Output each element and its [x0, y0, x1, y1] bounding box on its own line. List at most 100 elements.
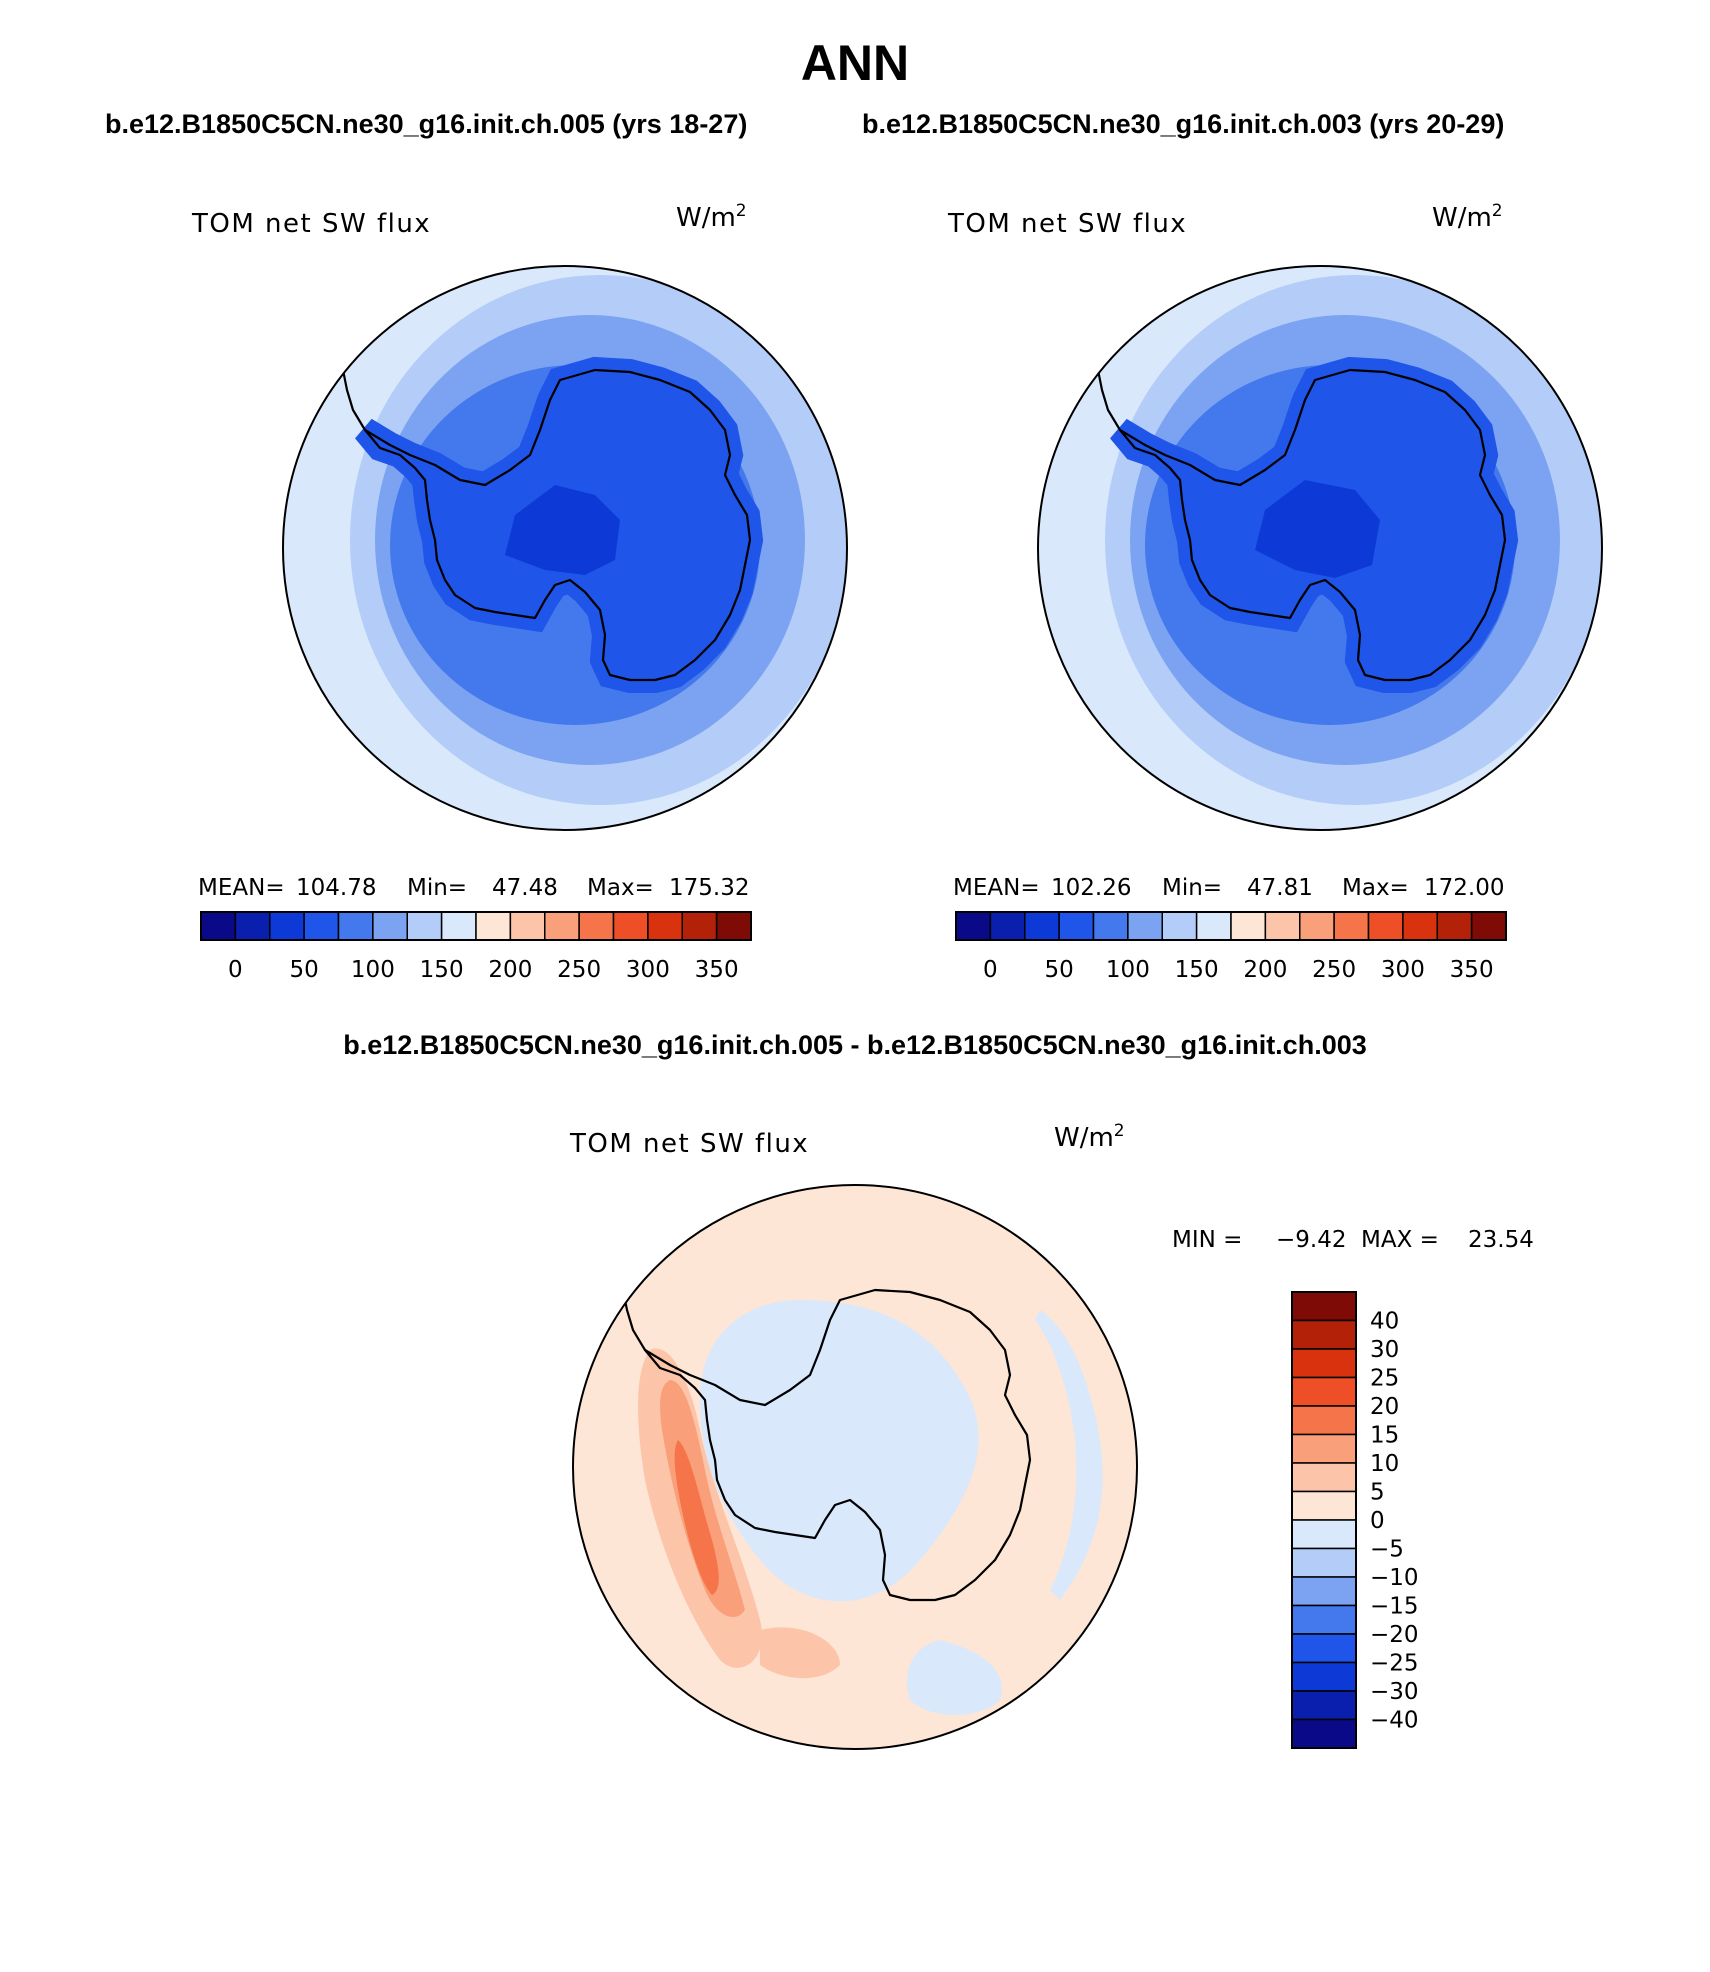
max-value: 175.32	[669, 875, 749, 901]
variable-label-3: TOM net SW flux	[569, 1129, 809, 1159]
colorbar-tick-label: 350	[695, 957, 739, 983]
min-label: Min=	[407, 875, 467, 901]
colorbar-tick-label: 200	[1243, 957, 1287, 983]
band-5-10	[760, 1627, 840, 1679]
field-contours-1	[283, 266, 847, 830]
panel-title-left: b.e12.B1850C5CN.ne30_g16.init.ch.005 (yr…	[105, 109, 747, 139]
colorbar-tick-label: 10	[1370, 1451, 1399, 1477]
mean-value: 102.26	[1051, 875, 1131, 901]
map-panel-difference: TOM net SW flux W/m2 MIN = −9.42 MAX = 2…	[569, 1121, 1534, 1750]
map-border	[1037, 265, 1603, 831]
mean-value: 104.78	[296, 875, 376, 901]
colorbar-box	[1291, 1576, 1357, 1607]
colorbar-box	[1291, 1690, 1357, 1721]
band-25-50	[1255, 480, 1380, 578]
colorbar-box	[715, 911, 752, 941]
colorbar-tick-label: 0	[1370, 1508, 1385, 1534]
colorbar-tick-label: 20	[1370, 1394, 1399, 1420]
colorbar-box	[1024, 911, 1060, 941]
colorbar-tick-label: −30	[1370, 1679, 1419, 1705]
units-label-1: W/m2	[676, 201, 747, 233]
colorbar-tick-label: 0	[983, 957, 998, 983]
colorbar-tick-label: 50	[1044, 957, 1073, 983]
colorbar-box	[1195, 911, 1232, 941]
colorbar-box	[1264, 911, 1301, 941]
field-contours-2	[1038, 266, 1602, 830]
colorbar-box	[612, 911, 649, 941]
colorbar-frame	[955, 911, 1507, 941]
colorbar-box	[1291, 1348, 1357, 1379]
colorbar-box	[509, 911, 546, 941]
colorbar-box	[1291, 1462, 1357, 1493]
max-value: 172.00	[1424, 875, 1504, 901]
map-panel-2: TOM net SW flux W/m2 MEAN= 102.26 Min= 4…	[947, 201, 1603, 983]
band-10-15	[660, 1380, 745, 1618]
colorbar-tick-label: 40	[1370, 1309, 1399, 1335]
colorbar-box	[578, 911, 615, 941]
colorbar-tick-label: 25	[1370, 1366, 1399, 1392]
colorbar-box	[1127, 911, 1163, 941]
min-value: −9.42	[1276, 1227, 1346, 1253]
max-label: MAX =	[1361, 1227, 1439, 1253]
band-neg5-0	[1035, 1310, 1103, 1600]
colorbar-box	[1291, 1519, 1357, 1550]
colorbar-box	[1291, 1376, 1357, 1407]
min-value: 47.48	[492, 875, 558, 901]
colorbar-box	[406, 911, 443, 941]
colorbar-frame	[1291, 1291, 1357, 1749]
max-label: Max=	[587, 875, 654, 901]
colorbar-tick-label: −15	[1370, 1594, 1419, 1620]
colorbar-tick-label: −5	[1370, 1537, 1404, 1563]
colorbar-tick-label: 250	[1312, 957, 1356, 983]
colorbar-tick-label: 300	[1381, 957, 1425, 983]
stats-row-2: MEAN= 102.26 Min= 47.81 Max= 172.00	[953, 875, 1504, 901]
colorbar-tick-label: 100	[351, 957, 395, 983]
colorbar-tick-label: 200	[488, 957, 532, 983]
colorbar-tick-label: −20	[1370, 1622, 1419, 1648]
colorbar-box	[1333, 911, 1370, 941]
diff-title: b.e12.B1850C5CN.ne30_g16.init.ch.005 - b…	[343, 1030, 1367, 1060]
colorbar-tick-label: 150	[420, 957, 464, 983]
colorbar-box	[475, 911, 512, 941]
colorbar-box	[1291, 1291, 1357, 1322]
colorbar-box	[1402, 911, 1438, 941]
colorbar-box	[647, 911, 683, 941]
colorbar-tick-label: −10	[1370, 1565, 1419, 1591]
colorbar-box	[1291, 1490, 1357, 1521]
colorbar-box	[1367, 911, 1404, 941]
min-label: MIN =	[1172, 1227, 1242, 1253]
min-value: 47.81	[1247, 875, 1313, 901]
colorbar-box	[1436, 911, 1473, 941]
colorbar-tick-label: −40	[1370, 1708, 1419, 1734]
colorbar-box	[1230, 911, 1267, 941]
colorbar-box	[1291, 1319, 1357, 1350]
band-neg5-0	[700, 1300, 979, 1602]
colorbar-box	[989, 911, 1026, 941]
colorbar-box	[544, 911, 580, 941]
colorbar-box	[234, 911, 271, 941]
panel-title-right: b.e12.B1850C5CN.ne30_g16.init.ch.003 (yr…	[862, 109, 1504, 139]
colorbar-tick-label: 250	[557, 957, 601, 983]
band-15-20	[674, 1440, 719, 1595]
min-label: Min=	[1162, 875, 1222, 901]
colorbar-tick-label: 50	[289, 957, 318, 983]
colorbar-box	[1291, 1718, 1357, 1749]
colorbar-tick-label: 100	[1106, 957, 1150, 983]
colorbar-tick-label: 350	[1450, 957, 1494, 983]
band-25-50	[505, 485, 620, 575]
units-label-2: W/m2	[1432, 201, 1503, 233]
variable-label-2: TOM net SW flux	[947, 209, 1187, 239]
colorbar-box	[269, 911, 305, 941]
colorbar-box	[303, 911, 340, 941]
colorbar-box	[1299, 911, 1335, 941]
max-value: 23.54	[1468, 1227, 1534, 1253]
colorbar-tick-label: 5	[1370, 1480, 1385, 1506]
mean-label: MEAN=	[198, 875, 285, 901]
colorbar-tick-label: 300	[626, 957, 670, 983]
mean-label: MEAN=	[953, 875, 1040, 901]
colorbar-box	[1291, 1433, 1357, 1464]
stats-row-1: MEAN= 104.78 Min= 47.48 Max= 175.32	[198, 875, 749, 901]
colorbar-box	[1092, 911, 1129, 941]
